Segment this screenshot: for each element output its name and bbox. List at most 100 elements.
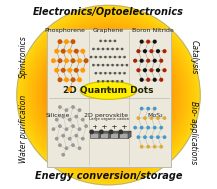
Circle shape bbox=[58, 124, 62, 128]
Ellipse shape bbox=[74, 61, 143, 129]
Ellipse shape bbox=[50, 38, 167, 152]
Circle shape bbox=[90, 130, 93, 134]
Circle shape bbox=[67, 68, 72, 73]
Polygon shape bbox=[90, 131, 102, 133]
Polygon shape bbox=[110, 131, 121, 133]
Ellipse shape bbox=[52, 40, 165, 150]
Circle shape bbox=[163, 49, 167, 53]
Ellipse shape bbox=[47, 35, 170, 155]
Circle shape bbox=[116, 64, 119, 67]
Circle shape bbox=[163, 135, 166, 139]
Circle shape bbox=[140, 78, 144, 82]
Circle shape bbox=[109, 40, 112, 42]
Circle shape bbox=[153, 78, 157, 82]
Circle shape bbox=[104, 88, 107, 91]
Ellipse shape bbox=[35, 22, 182, 168]
Circle shape bbox=[99, 56, 102, 58]
Circle shape bbox=[68, 137, 72, 141]
Circle shape bbox=[99, 40, 102, 42]
Ellipse shape bbox=[48, 36, 169, 154]
Circle shape bbox=[97, 80, 100, 83]
Polygon shape bbox=[119, 131, 131, 133]
Circle shape bbox=[133, 126, 137, 129]
Circle shape bbox=[121, 64, 123, 67]
Ellipse shape bbox=[106, 93, 111, 97]
Circle shape bbox=[99, 72, 102, 74]
Circle shape bbox=[153, 40, 157, 44]
Ellipse shape bbox=[104, 91, 113, 100]
Ellipse shape bbox=[92, 79, 125, 112]
Polygon shape bbox=[100, 131, 112, 133]
Ellipse shape bbox=[51, 39, 166, 151]
Ellipse shape bbox=[89, 76, 128, 115]
Ellipse shape bbox=[62, 50, 155, 141]
Ellipse shape bbox=[77, 64, 140, 126]
Circle shape bbox=[150, 116, 153, 120]
Circle shape bbox=[149, 49, 154, 53]
Text: 2D Quantum Dots: 2D Quantum Dots bbox=[63, 86, 154, 95]
Ellipse shape bbox=[93, 80, 124, 110]
Ellipse shape bbox=[33, 21, 184, 169]
Circle shape bbox=[107, 48, 109, 50]
Ellipse shape bbox=[53, 40, 164, 150]
Circle shape bbox=[146, 78, 150, 82]
Ellipse shape bbox=[58, 46, 159, 144]
Circle shape bbox=[140, 126, 144, 129]
Circle shape bbox=[136, 68, 140, 72]
Text: Catalysis: Catalysis bbox=[189, 40, 198, 74]
Circle shape bbox=[109, 130, 113, 134]
Circle shape bbox=[58, 58, 62, 63]
Circle shape bbox=[136, 135, 140, 139]
Ellipse shape bbox=[99, 86, 118, 104]
Ellipse shape bbox=[83, 70, 134, 120]
Ellipse shape bbox=[72, 59, 145, 131]
Circle shape bbox=[58, 77, 62, 82]
Circle shape bbox=[58, 143, 62, 147]
Circle shape bbox=[163, 68, 167, 72]
Circle shape bbox=[74, 68, 79, 73]
Circle shape bbox=[104, 72, 107, 74]
Circle shape bbox=[146, 145, 150, 149]
Circle shape bbox=[78, 127, 81, 131]
Circle shape bbox=[84, 58, 89, 63]
Ellipse shape bbox=[31, 19, 186, 171]
Circle shape bbox=[104, 56, 107, 58]
Circle shape bbox=[71, 124, 75, 128]
Circle shape bbox=[94, 72, 97, 74]
Ellipse shape bbox=[85, 72, 132, 118]
Text: Energy conversion/storage: Energy conversion/storage bbox=[35, 171, 182, 181]
Ellipse shape bbox=[105, 91, 112, 99]
Ellipse shape bbox=[28, 16, 189, 174]
Ellipse shape bbox=[63, 50, 154, 140]
Ellipse shape bbox=[60, 48, 157, 142]
Circle shape bbox=[67, 49, 72, 54]
Circle shape bbox=[123, 56, 126, 58]
Ellipse shape bbox=[42, 30, 175, 160]
Text: Spintronics: Spintronics bbox=[19, 35, 28, 78]
Ellipse shape bbox=[91, 78, 126, 112]
Circle shape bbox=[107, 64, 109, 67]
Circle shape bbox=[74, 134, 78, 138]
Ellipse shape bbox=[41, 29, 176, 161]
Circle shape bbox=[140, 107, 144, 110]
Circle shape bbox=[61, 115, 65, 119]
Ellipse shape bbox=[92, 79, 125, 111]
Circle shape bbox=[140, 145, 144, 149]
Polygon shape bbox=[90, 133, 99, 138]
Ellipse shape bbox=[56, 43, 161, 147]
Ellipse shape bbox=[73, 60, 144, 130]
Circle shape bbox=[114, 56, 116, 58]
Circle shape bbox=[102, 64, 104, 67]
Circle shape bbox=[121, 80, 123, 83]
Polygon shape bbox=[110, 133, 118, 138]
Polygon shape bbox=[118, 131, 121, 138]
Circle shape bbox=[100, 130, 103, 134]
Ellipse shape bbox=[43, 31, 174, 159]
Ellipse shape bbox=[66, 54, 151, 136]
Ellipse shape bbox=[102, 89, 115, 101]
Ellipse shape bbox=[80, 81, 137, 99]
Circle shape bbox=[159, 126, 163, 129]
Circle shape bbox=[153, 59, 157, 63]
Ellipse shape bbox=[65, 52, 152, 138]
Circle shape bbox=[58, 39, 62, 44]
